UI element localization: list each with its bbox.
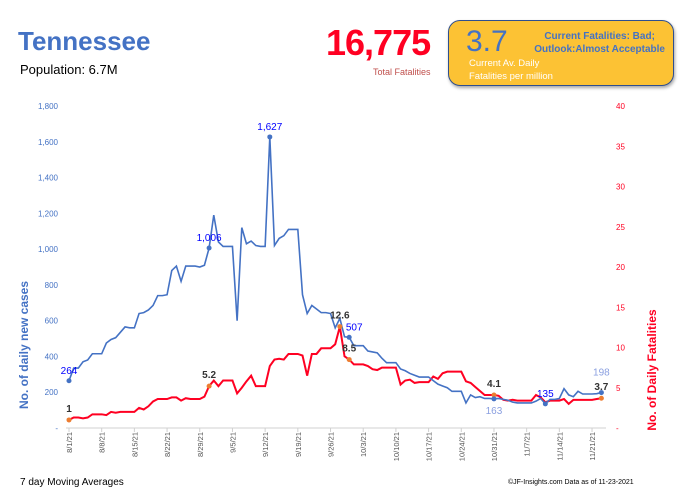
x-tick-label: 8/22/21 xyxy=(163,432,172,457)
y-axis-title: No. of daily new cases xyxy=(17,281,31,409)
cases-data-label: 1,006 xyxy=(197,233,222,244)
x-tick-label: 8/29/21 xyxy=(196,432,205,457)
cases-marker xyxy=(598,390,604,396)
cases-data-label: 135 xyxy=(537,389,554,400)
y2-tick-label: 30 xyxy=(616,183,625,192)
y2-tick-label: 15 xyxy=(616,303,625,312)
fatalities-data-label: 1 xyxy=(66,404,72,415)
fatalities-marker xyxy=(491,392,497,398)
fatalities-data-label: 4.1 xyxy=(487,379,501,390)
y2-tick-label: 25 xyxy=(616,223,625,232)
x-tick-label: 10/10/21 xyxy=(392,432,401,461)
y-tick-label: 600 xyxy=(45,317,59,326)
total-fatalities: 16,775 xyxy=(326,22,431,63)
rate-caption-line-1: Current Av. Daily xyxy=(469,58,540,69)
y-tick-label: 1,800 xyxy=(38,102,59,111)
rate-caption-line-2: Fatalities per million xyxy=(469,71,553,82)
y2-tick-label: 40 xyxy=(616,102,625,111)
x-tick-label: 11/21/21 xyxy=(588,432,597,461)
cases-line xyxy=(68,136,602,406)
x-tick-label: 8/8/21 xyxy=(98,432,107,453)
footer-credit: ©JF-Insights.com Data as of 11-23-2021 xyxy=(508,479,634,486)
fatalities-data-label: 5.2 xyxy=(202,370,216,381)
cases-data-label: 163 xyxy=(486,406,503,417)
fatalities-data-label: 12.6 xyxy=(330,311,350,322)
cases-marker xyxy=(206,245,212,251)
status-text: Current Fatalities: Bad; Outlook:Almost … xyxy=(534,30,665,56)
state-title: Tennessee xyxy=(18,26,151,56)
rate-caption: Current Av. Daily Fatalities per million xyxy=(469,57,553,83)
y-tick-label: 800 xyxy=(45,281,59,290)
x-tick-label: 8/1/21 xyxy=(65,432,74,453)
fatalities-marker xyxy=(206,383,212,389)
cases-marker xyxy=(66,378,72,384)
cases-data-label: 198 xyxy=(593,368,610,379)
fatalities-marker xyxy=(337,324,343,330)
cases-data-label: 507 xyxy=(346,322,363,333)
current-fatality-rate: 3.7 xyxy=(466,25,508,58)
x-tick-label: 9/19/21 xyxy=(294,432,303,457)
y2-tick-label: 35 xyxy=(616,142,625,151)
x-tick-label: 9/12/21 xyxy=(261,432,270,457)
fatalities-data-label: 8.5 xyxy=(342,344,356,355)
cases-data-label: 264 xyxy=(61,366,78,377)
fatalities-marker xyxy=(598,395,604,401)
status-line-1: Current Fatalities: Bad; xyxy=(544,31,655,42)
y-tick-label: 1,000 xyxy=(38,245,59,254)
x-tick-label: 10/3/21 xyxy=(359,432,368,457)
y-tick-label: - xyxy=(55,424,58,433)
x-tick-label: 8/15/21 xyxy=(130,432,139,457)
y-tick-label: 1,200 xyxy=(38,209,59,218)
status-box: 3.7 Current Fatalities: Bad; Outlook:Alm… xyxy=(448,20,674,86)
y-tick-label: 1,600 xyxy=(38,138,59,147)
x-tick-label: 9/26/21 xyxy=(327,432,336,457)
cases-marker xyxy=(267,134,273,140)
x-tick-label: 10/17/21 xyxy=(425,432,434,461)
status-line-2: Outlook:Almost Acceptable xyxy=(534,44,665,55)
y-tick-label: 200 xyxy=(45,388,59,397)
x-tick-label: 10/24/21 xyxy=(457,432,466,461)
cases-marker xyxy=(491,396,497,402)
y2-axis-title: No. of Daily Fatalities xyxy=(645,309,659,431)
x-tick-label: 10/31/21 xyxy=(490,432,499,461)
fatalities-data-label: 3.7 xyxy=(594,382,608,393)
x-tick-label: 11/7/21 xyxy=(523,432,532,456)
fatalities-marker xyxy=(346,357,352,363)
x-tick-label: 9/5/21 xyxy=(228,432,237,453)
cases-marker xyxy=(542,401,548,407)
y-tick-label: 1,400 xyxy=(38,174,59,183)
y2-tick-label: 20 xyxy=(616,263,625,272)
cases-data-label: 1,627 xyxy=(257,122,282,133)
fatalities-line xyxy=(68,326,602,421)
cases-marker xyxy=(346,334,352,340)
population: Population: 6.7M xyxy=(20,62,118,77)
y2-tick-label: - xyxy=(616,424,619,433)
y2-tick-label: 5 xyxy=(616,384,621,393)
y2-tick-label: 10 xyxy=(616,344,625,353)
total-fatalities-label: Total Fatalities xyxy=(373,67,431,77)
footer-note: 7 day Moving Averages xyxy=(20,477,124,488)
fatalities-marker xyxy=(66,417,72,423)
x-tick-label: 11/14/21 xyxy=(555,432,564,461)
y-tick-label: 400 xyxy=(45,352,59,361)
